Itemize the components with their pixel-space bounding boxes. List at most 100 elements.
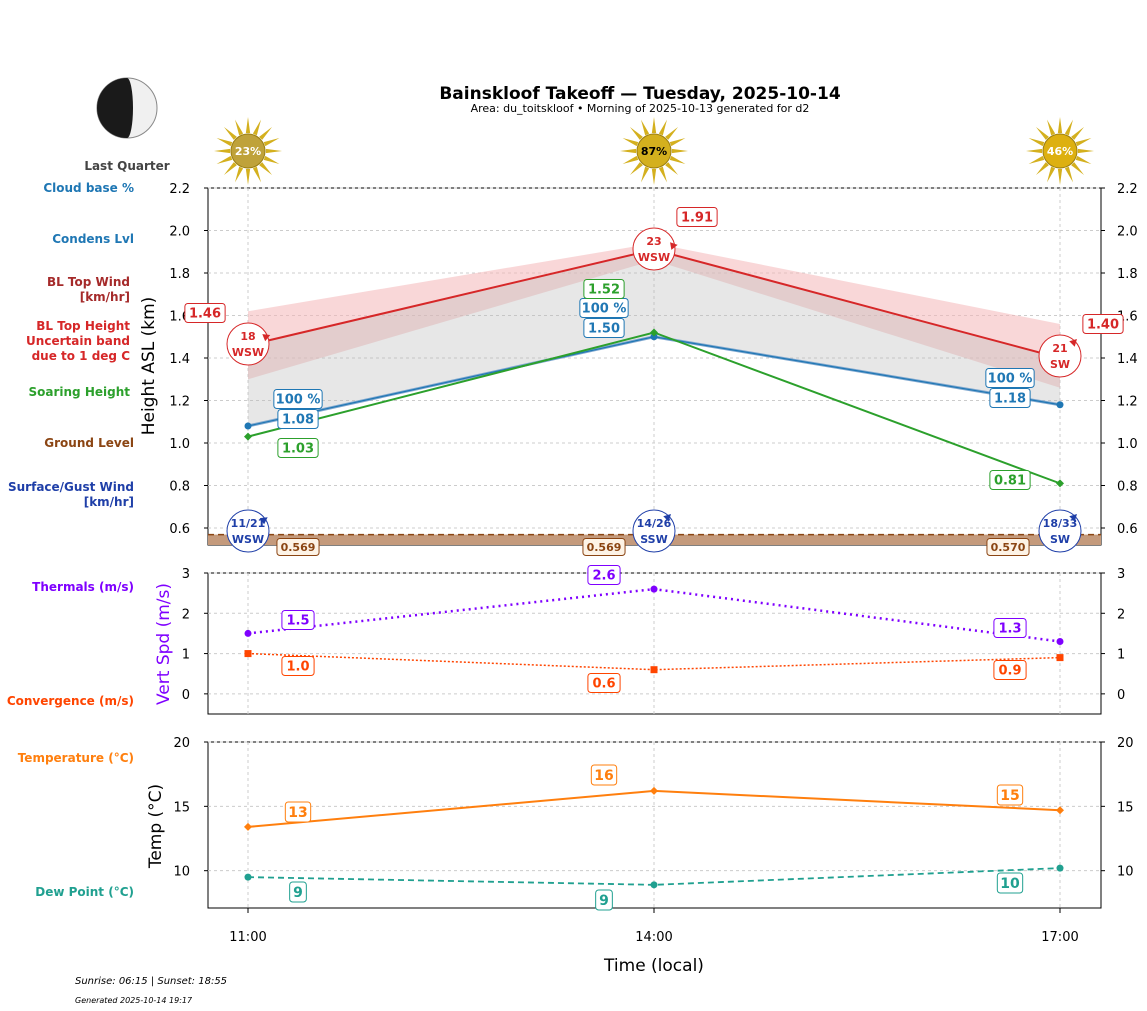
y-tick-label-right: 1: [1117, 648, 1125, 663]
sun-ray: [640, 166, 650, 183]
condens-point: [1056, 401, 1064, 409]
sun-ray: [1028, 155, 1045, 165]
y-tick-label: 15: [173, 800, 190, 815]
convergence-label-box: [587, 673, 621, 693]
y-tick-label: 1.0: [169, 437, 190, 452]
sun-icon: [1042, 133, 1078, 169]
sun-ray: [259, 162, 273, 176]
sun-ray: [669, 155, 686, 165]
y-tick-label: 10: [173, 865, 190, 880]
convergence-label: 0.9: [998, 664, 1021, 679]
convergence-label: 0.6: [592, 677, 615, 692]
vspeed-axis-title: Vert Spd (m/s): [154, 583, 174, 705]
bl-wind-dir: WSW: [232, 346, 264, 359]
ground-label-box: [582, 538, 626, 556]
sun-times: Sunrise: 06:15 | Sunset: 18:55: [75, 976, 227, 987]
surface-wind-circle: [1038, 509, 1082, 553]
legend-condens: Condens Lvl: [52, 232, 134, 246]
sun-ray: [263, 137, 280, 147]
temp-axis-title: Temp (°C): [146, 784, 166, 869]
ground-label-box: [276, 538, 320, 556]
y-tick-label: 3: [182, 567, 190, 582]
soaring-label: 1.52: [588, 283, 620, 298]
bl-wind-circle: [632, 227, 676, 271]
legend-dewpoint: Dew Point (°C): [35, 885, 134, 899]
bl-wind-speed: 21: [1052, 342, 1067, 355]
surface-wind-circle: [226, 509, 270, 553]
condens-label-box: [277, 409, 319, 429]
bl-wind-arrow-icon: [1069, 339, 1077, 347]
surface-wind-arrow-icon: [1069, 514, 1077, 522]
sun-ray: [1075, 137, 1092, 147]
sun-ray: [252, 166, 262, 183]
sun-icon: [230, 133, 266, 169]
sun-ray: [1057, 168, 1063, 185]
y-tick-label: 1: [182, 648, 190, 663]
sun-percent: 23%: [235, 145, 261, 158]
thermal-label-box: [281, 610, 315, 630]
sun-ray: [1071, 126, 1085, 140]
convergence-point: [650, 666, 658, 674]
sun-percent: 87%: [641, 145, 667, 158]
bl-top-label: 1.46: [189, 307, 221, 322]
surface-wind-dir: SW: [1050, 533, 1070, 546]
cloud-pct-label: 100 %: [988, 372, 1033, 387]
convergence-label-box: [993, 660, 1027, 680]
bl-top-label-box: [676, 207, 718, 227]
bl-wind-arrow-icon: [670, 242, 678, 250]
cloud-pct-label: 100 %: [276, 393, 321, 408]
soaring-point: [244, 432, 252, 441]
sun-ray: [665, 126, 679, 140]
sun-ray: [259, 126, 273, 140]
legend-bl-wind-unit: [km/hr]: [80, 290, 130, 304]
bl-wind-circle: [226, 322, 270, 366]
temperature-label-box: [284, 801, 312, 823]
sun-ray: [629, 126, 643, 140]
surface-wind-speed: 18/33: [1043, 517, 1078, 530]
thermal-label: 2.6: [592, 569, 615, 584]
y-tick-label-right: 1.4: [1117, 352, 1138, 367]
temperature-point: [1056, 806, 1064, 815]
dewpoint-label: 10: [1000, 876, 1020, 892]
sun-ray: [223, 126, 237, 140]
sun-ray: [620, 148, 637, 154]
chart-subtitle: Area: du_toitskloof • Morning of 2025-10…: [471, 102, 810, 115]
convergence-point: [244, 650, 252, 658]
temperature-label: 16: [594, 768, 613, 784]
sun-ray: [640, 119, 650, 136]
bl-top-label-box: [184, 303, 226, 323]
y-tick-label-right: 15: [1117, 800, 1134, 815]
y-tick-label: 0.6: [169, 522, 190, 537]
surface-wind-dir: WSW: [232, 533, 264, 546]
convergence-label-box: [281, 656, 315, 676]
dewpoint-point: [1056, 864, 1064, 872]
sun-ray: [651, 117, 657, 134]
legend-bl-band: Uncertain band: [26, 334, 130, 348]
sun-ray: [665, 162, 679, 176]
chart-title: Bainskloof Takeoff — Tuesday, 2025-10-14: [439, 84, 840, 104]
sun-ray: [265, 148, 282, 154]
sun-ray: [658, 166, 668, 183]
legend-bl-height: BL Top Height: [36, 319, 130, 333]
bl-top-label: 1.40: [1087, 318, 1119, 333]
moon-phase-icon: [96, 77, 158, 139]
soaring-label-box: [277, 438, 319, 458]
sun-ray: [263, 155, 280, 165]
x-tick-label: 11:00: [229, 930, 266, 945]
sun-ray: [1026, 148, 1043, 154]
sun-ray: [216, 137, 233, 147]
sun-ray: [651, 168, 657, 185]
y-tick-label-right: 1.0: [1117, 437, 1138, 452]
soaring-label-box: [583, 279, 625, 299]
sun-ray: [1075, 155, 1092, 165]
sun-ray: [214, 148, 231, 154]
sun-ray: [622, 137, 639, 147]
y-tick-label-right: 3: [1117, 567, 1125, 582]
y-tick-label-right: 2.0: [1117, 225, 1138, 240]
cloud-pct-label: 100 %: [582, 302, 627, 317]
temperature-label-box: [996, 784, 1024, 806]
surface-wind-speed: 11/21: [231, 517, 266, 530]
condens-label-box: [989, 388, 1031, 408]
temperature-point: [244, 822, 252, 831]
sun-ray: [1035, 162, 1049, 176]
